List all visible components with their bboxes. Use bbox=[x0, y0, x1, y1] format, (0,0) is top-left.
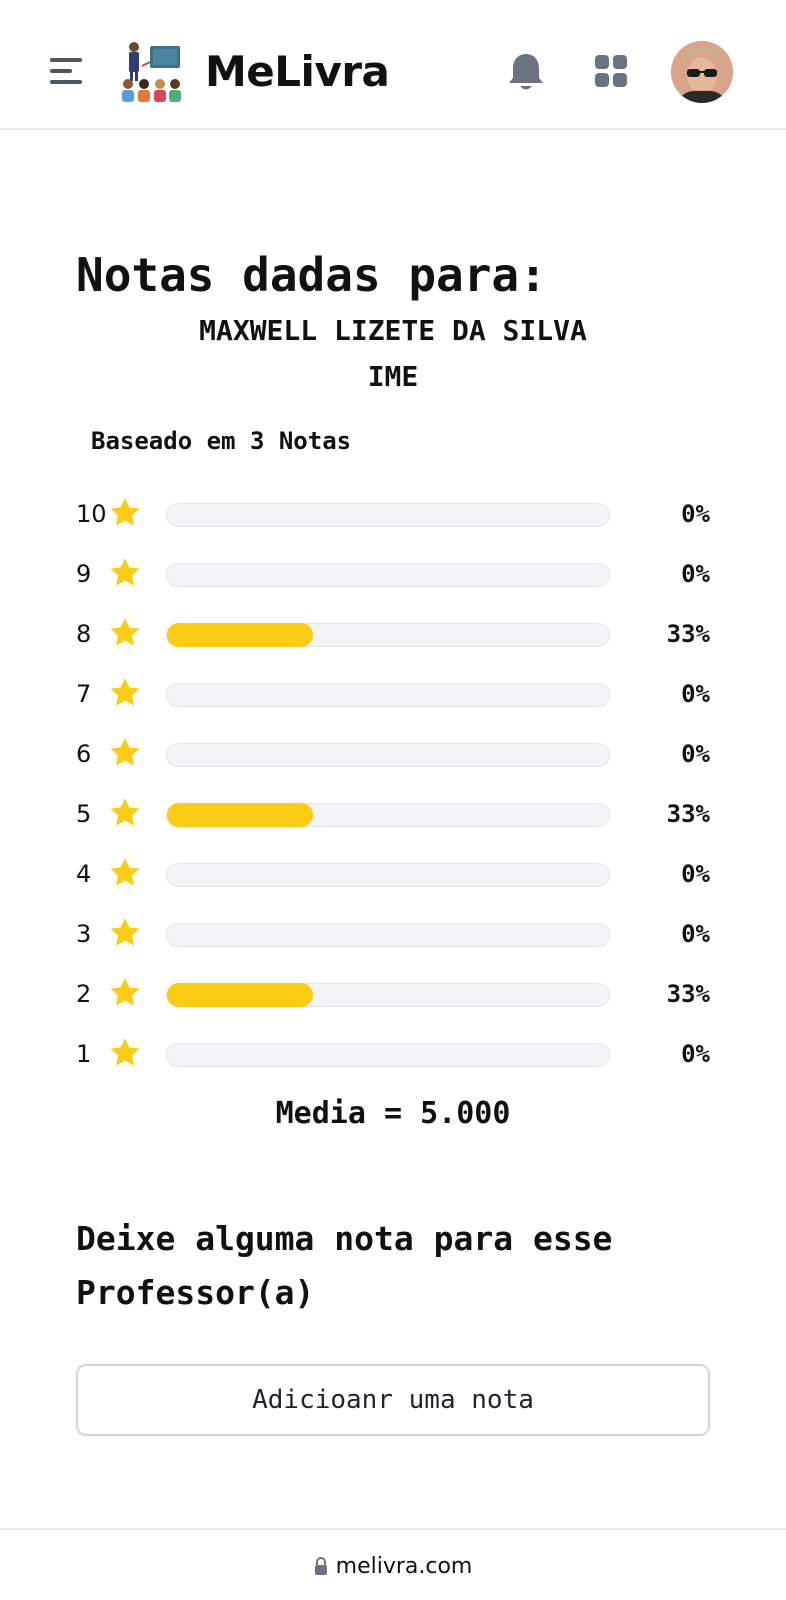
star-icon bbox=[110, 618, 140, 646]
apps-grid-icon[interactable] bbox=[594, 54, 628, 88]
avatar-image bbox=[671, 41, 733, 103]
rating-bar-track bbox=[166, 802, 610, 827]
rating-bar-track bbox=[166, 923, 610, 947]
star-icon bbox=[110, 858, 140, 886]
brand-name[interactable]: MeLivra bbox=[205, 47, 390, 96]
rating-score: 1 bbox=[76, 1040, 92, 1068]
prompt-line-1: Deixe alguma nota para esse bbox=[76, 1219, 613, 1258]
rating-score: 7 bbox=[76, 680, 92, 708]
top-navbar: MeLivra bbox=[0, 0, 786, 130]
star-icon bbox=[110, 558, 140, 586]
teacher-classroom-icon bbox=[122, 42, 181, 102]
rating-bar-track bbox=[166, 503, 610, 527]
user-avatar[interactable] bbox=[671, 41, 733, 103]
rating-row: 2 33% bbox=[0, 974, 786, 1014]
professor-name: MAXWELL LIZETE DA SILVA bbox=[199, 314, 587, 347]
rating-bar-fill bbox=[167, 622, 313, 647]
star-icon bbox=[110, 918, 140, 946]
star-icon bbox=[110, 738, 140, 766]
rating-bar-track bbox=[166, 683, 610, 707]
rating-score: 8 bbox=[76, 620, 92, 648]
rating-score: 6 bbox=[76, 740, 92, 768]
rating-percent: 0% bbox=[681, 860, 710, 888]
rating-percent: 33% bbox=[666, 620, 710, 648]
star-icon bbox=[110, 498, 140, 526]
rating-percent: 0% bbox=[681, 1040, 710, 1068]
average-rating: Media = 5.000 bbox=[275, 1096, 511, 1131]
rating-score: 10 bbox=[76, 500, 107, 528]
rating-row: 3 0% bbox=[0, 914, 786, 954]
prompt-line-2: Professor(a) bbox=[76, 1273, 315, 1312]
rating-bar-fill bbox=[167, 802, 313, 827]
add-rating-button[interactable]: Adicioanr uma nota bbox=[76, 1364, 710, 1436]
rating-percent: 0% bbox=[681, 500, 710, 528]
url-display[interactable]: melivra.com bbox=[0, 1552, 786, 1582]
rating-score: 4 bbox=[76, 860, 92, 888]
rating-row: 1 0% bbox=[0, 1034, 786, 1074]
rating-row: 8 33% bbox=[0, 614, 786, 654]
rating-score: 3 bbox=[76, 920, 92, 948]
rating-percent: 33% bbox=[666, 980, 710, 1008]
rating-row: 5 33% bbox=[0, 794, 786, 834]
rating-bar-track bbox=[166, 563, 610, 587]
rating-bar-fill bbox=[167, 982, 313, 1007]
star-icon bbox=[110, 798, 140, 826]
rating-percent: 0% bbox=[681, 740, 710, 768]
star-icon bbox=[110, 1038, 140, 1066]
lock-icon bbox=[314, 1557, 327, 1575]
rating-row: 4 0% bbox=[0, 854, 786, 894]
bell-icon[interactable] bbox=[506, 50, 546, 94]
rating-row: 7 0% bbox=[0, 674, 786, 714]
rating-bar-track bbox=[166, 622, 610, 647]
hamburger-menu-icon[interactable] bbox=[50, 54, 86, 88]
rating-bar-track bbox=[166, 863, 610, 887]
star-icon bbox=[110, 678, 140, 706]
page-title: Notas dadas para: bbox=[76, 248, 547, 302]
rating-bar-track bbox=[166, 1043, 610, 1067]
rating-row: 9 0% bbox=[0, 554, 786, 594]
rating-percent: 33% bbox=[666, 800, 710, 828]
rating-percent: 0% bbox=[681, 920, 710, 948]
leave-rating-prompt: Deixe alguma nota para esse Professor(a) bbox=[76, 1212, 716, 1320]
star-icon bbox=[110, 978, 140, 1006]
rating-row: 10 0% bbox=[0, 494, 786, 534]
rating-percent: 0% bbox=[681, 680, 710, 708]
institution-name: IME bbox=[367, 360, 419, 393]
url-text: melivra.com bbox=[335, 1554, 473, 1579]
rating-row: 6 0% bbox=[0, 734, 786, 774]
rating-score: 2 bbox=[76, 980, 92, 1008]
rating-count: Baseado em 3 Notas bbox=[91, 427, 352, 455]
rating-bar-track bbox=[166, 982, 610, 1007]
rating-score: 9 bbox=[76, 560, 92, 588]
rating-bar-track bbox=[166, 743, 610, 767]
browser-url-bar[interactable]: melivra.com bbox=[0, 1528, 786, 1600]
rating-score: 5 bbox=[76, 800, 92, 828]
rating-percent: 0% bbox=[681, 560, 710, 588]
